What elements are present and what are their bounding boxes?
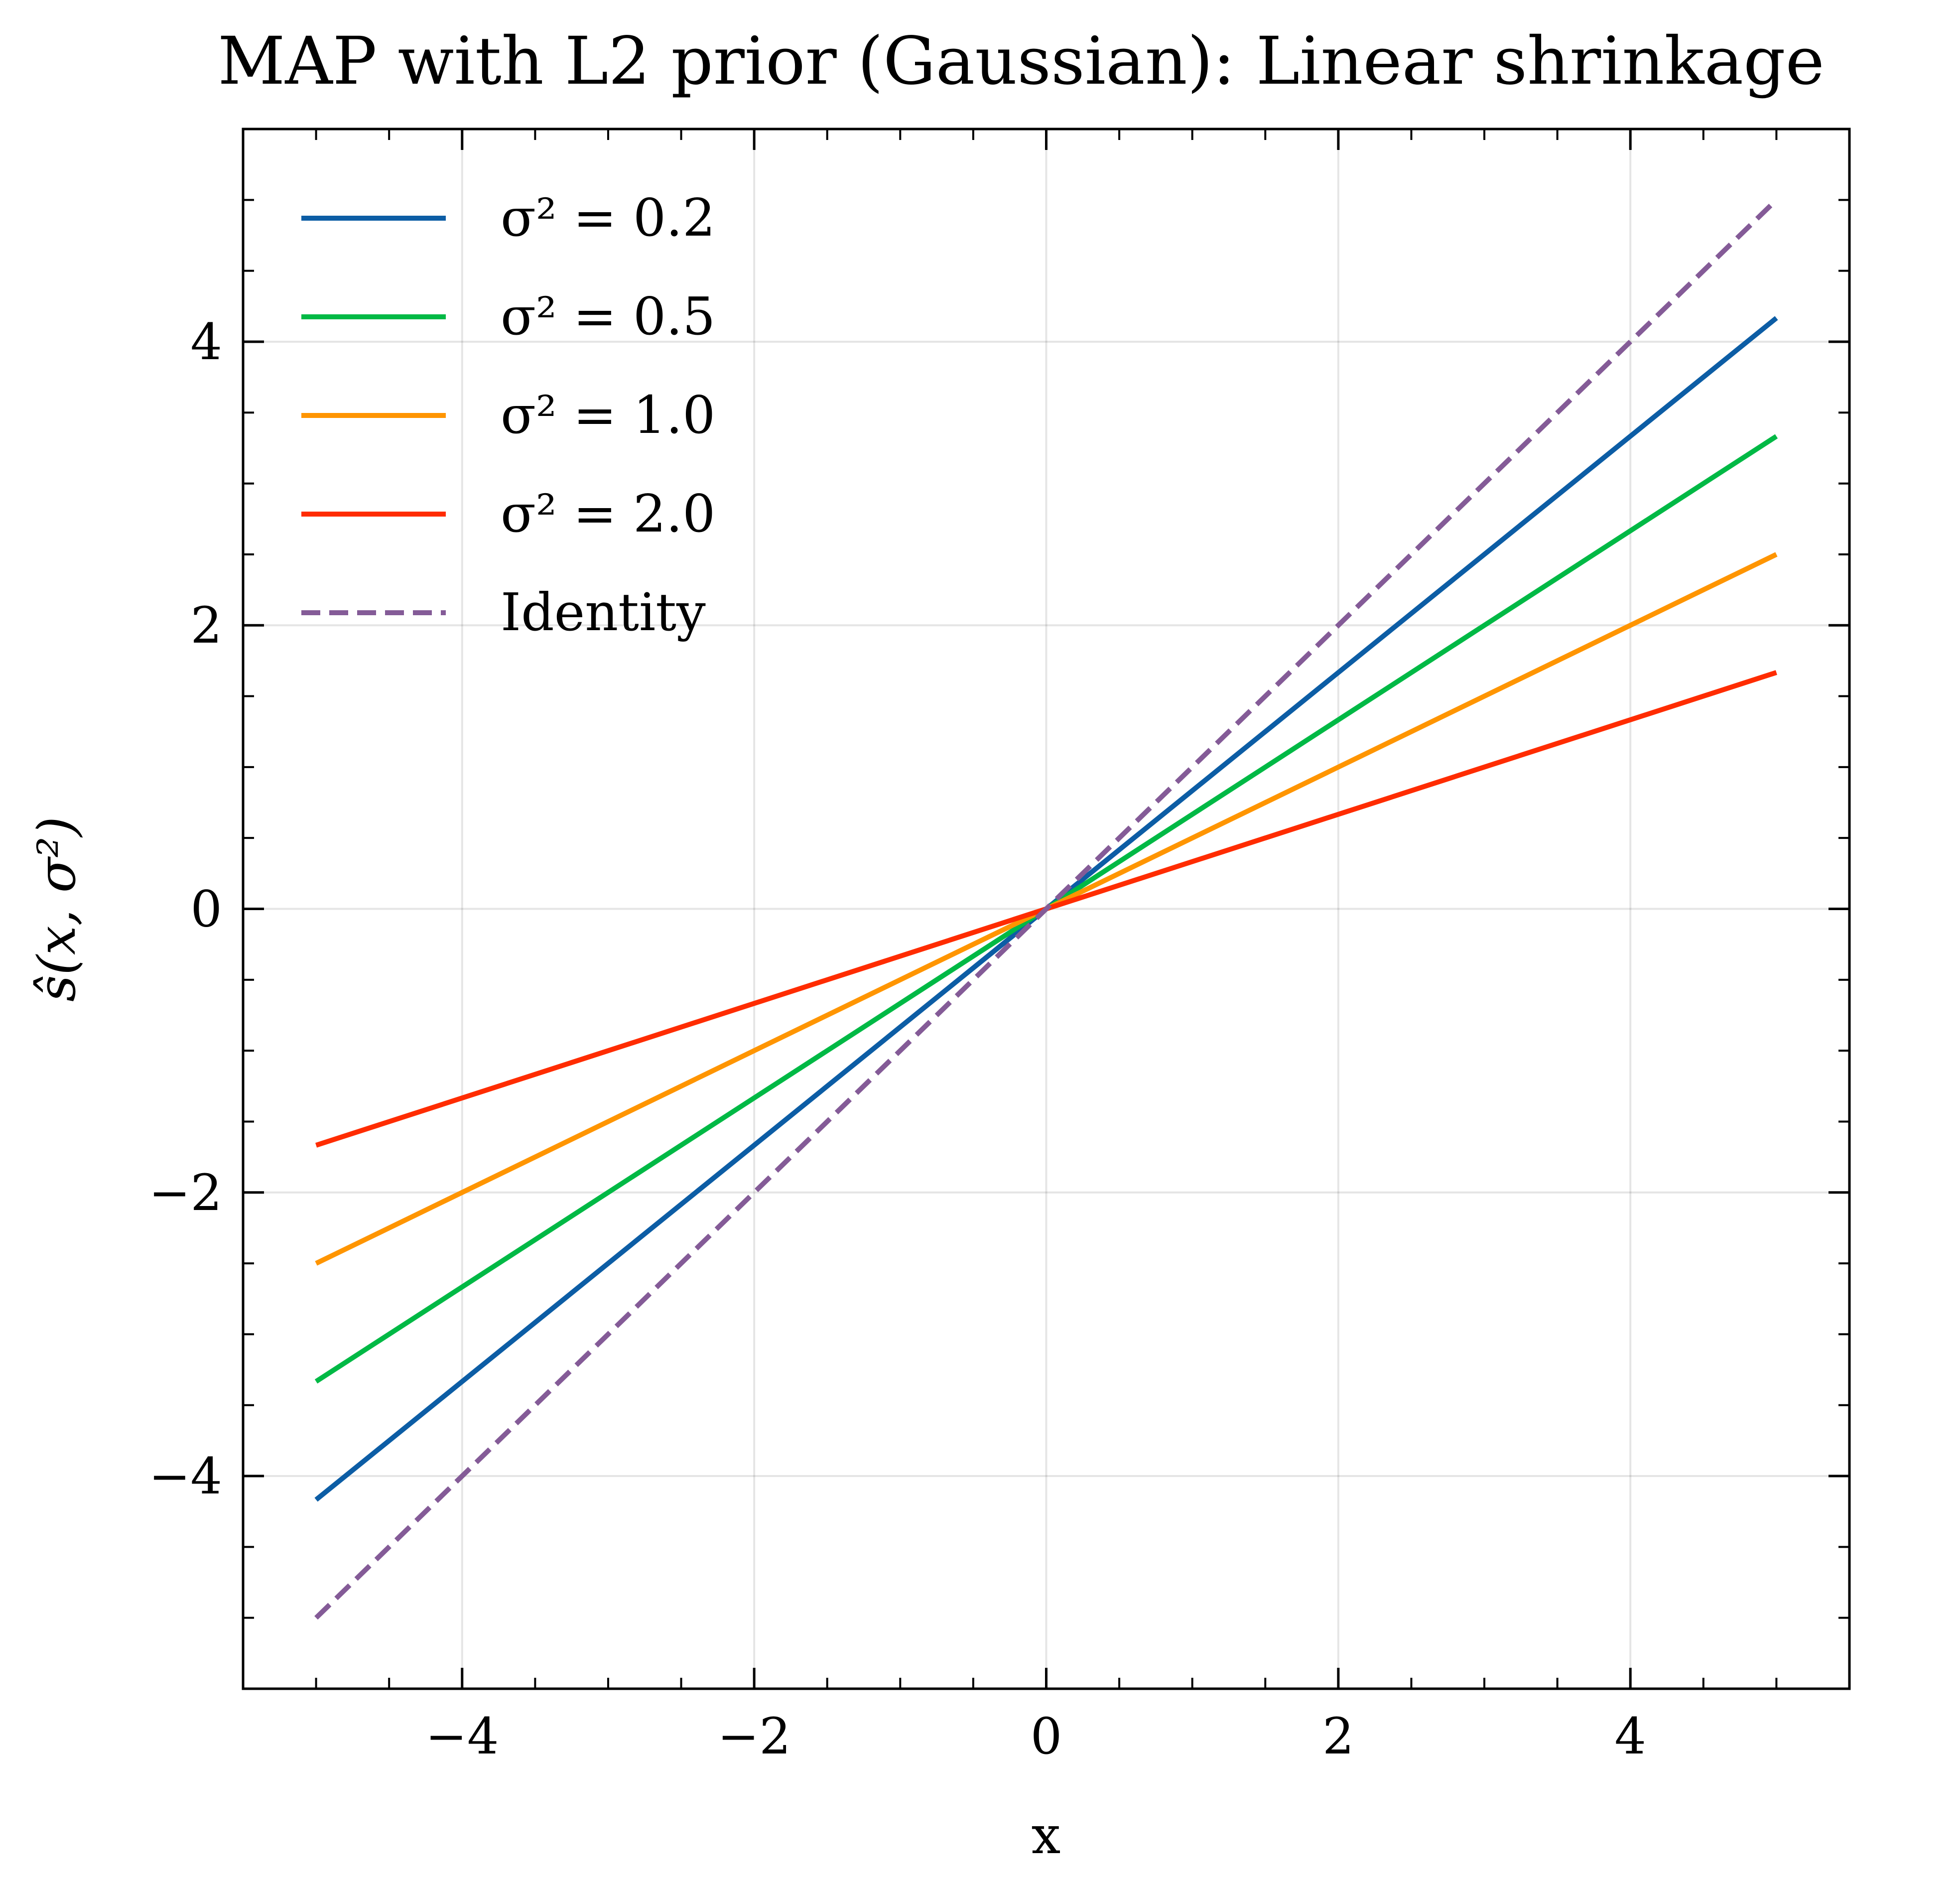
legend-label-3: σ² = 2.0 xyxy=(501,483,715,544)
x-tick-label-4: 4 xyxy=(1614,1707,1646,1765)
series-line-4 xyxy=(314,198,1778,1620)
legend-label-2: σ² = 1.0 xyxy=(501,385,715,445)
series-lines xyxy=(314,198,1778,1620)
tick-labels: −4 −2 0 2 4 −4 −2 0 2 4 xyxy=(149,313,1646,1765)
y-tick-label-3: 2 xyxy=(190,596,222,655)
chart-title: MAP with L2 prior (Gaussian): Linear shr… xyxy=(218,23,1825,100)
y-tick-label-4: 4 xyxy=(190,313,222,371)
y-axis-label: ŝ(x, σ²) xyxy=(26,816,87,1002)
y-tick-label-2: 0 xyxy=(190,880,222,939)
legend-label-4: Identity xyxy=(501,582,706,643)
x-tick-label-3: 2 xyxy=(1322,1707,1354,1765)
x-tick-label-2: 0 xyxy=(1031,1707,1062,1765)
legend-label-0: σ² = 0.2 xyxy=(501,187,715,248)
legend-label-1: σ² = 0.5 xyxy=(501,286,715,347)
y-tick-label-0: −4 xyxy=(149,1447,222,1505)
x-tick-label-1: −2 xyxy=(717,1707,790,1765)
axis-ticks xyxy=(243,129,1849,1689)
legend: σ² = 0.2 σ² = 0.5 σ² = 1.0 σ² = 2.0 Identity xyxy=(301,187,715,643)
y-tick-label-1: −2 xyxy=(149,1164,222,1222)
x-axis-label: x xyxy=(1032,1805,1061,1866)
x-tick-label-0: −4 xyxy=(425,1707,499,1765)
